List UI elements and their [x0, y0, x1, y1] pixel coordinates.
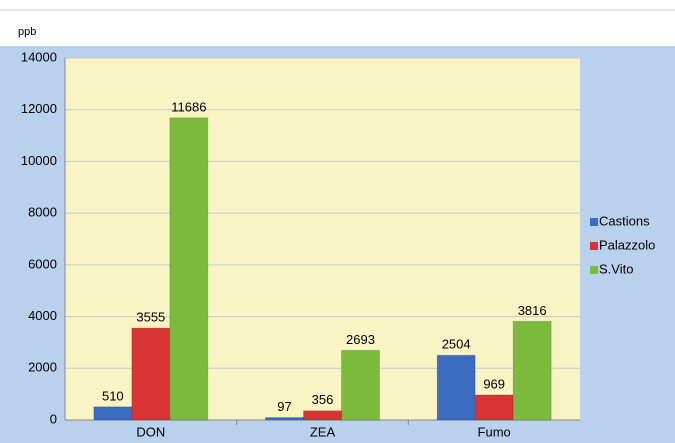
data-label: 356: [312, 392, 334, 407]
bar: [303, 410, 342, 421]
bar: [265, 416, 304, 421]
bar: [512, 320, 552, 421]
legend-label: S.Vito: [599, 261, 633, 276]
bar: [436, 354, 476, 421]
bar: [131, 327, 171, 421]
y-tick-label: 2000: [28, 360, 57, 375]
y-tick-label: 12000: [21, 101, 57, 116]
y-tick-label: 0: [50, 411, 57, 426]
y-axis-label: ppb: [18, 26, 36, 38]
y-tick-label: 10000: [21, 153, 57, 168]
x-tick-label: DON: [136, 424, 165, 439]
y-tick-label: 14000: [21, 49, 57, 64]
bar: [93, 406, 133, 421]
legend-swatch: [590, 242, 598, 250]
header-band: [0, 0, 675, 46]
data-label: 2504: [442, 337, 471, 352]
data-label: 969: [483, 376, 505, 391]
data-label: 11686: [171, 99, 206, 114]
legend-swatch: [590, 266, 598, 274]
bar: [169, 117, 209, 421]
x-tick-label: Fumo: [478, 424, 511, 439]
bar: [474, 394, 514, 421]
y-tick-label: 4000: [28, 308, 57, 323]
data-label: 97: [277, 399, 291, 414]
data-label: 510: [102, 388, 124, 403]
data-label: 3555: [136, 310, 165, 325]
bar: [341, 349, 380, 421]
y-tick-label: 6000: [28, 256, 57, 271]
legend-label: Castions: [599, 213, 650, 228]
legend-swatch: [590, 218, 598, 226]
x-tick-label: ZEA: [310, 424, 336, 439]
data-label: 2693: [346, 332, 375, 347]
data-label: 3816: [518, 303, 547, 318]
legend-label: Palazzolo: [599, 237, 655, 252]
y-tick-label: 8000: [28, 205, 57, 220]
